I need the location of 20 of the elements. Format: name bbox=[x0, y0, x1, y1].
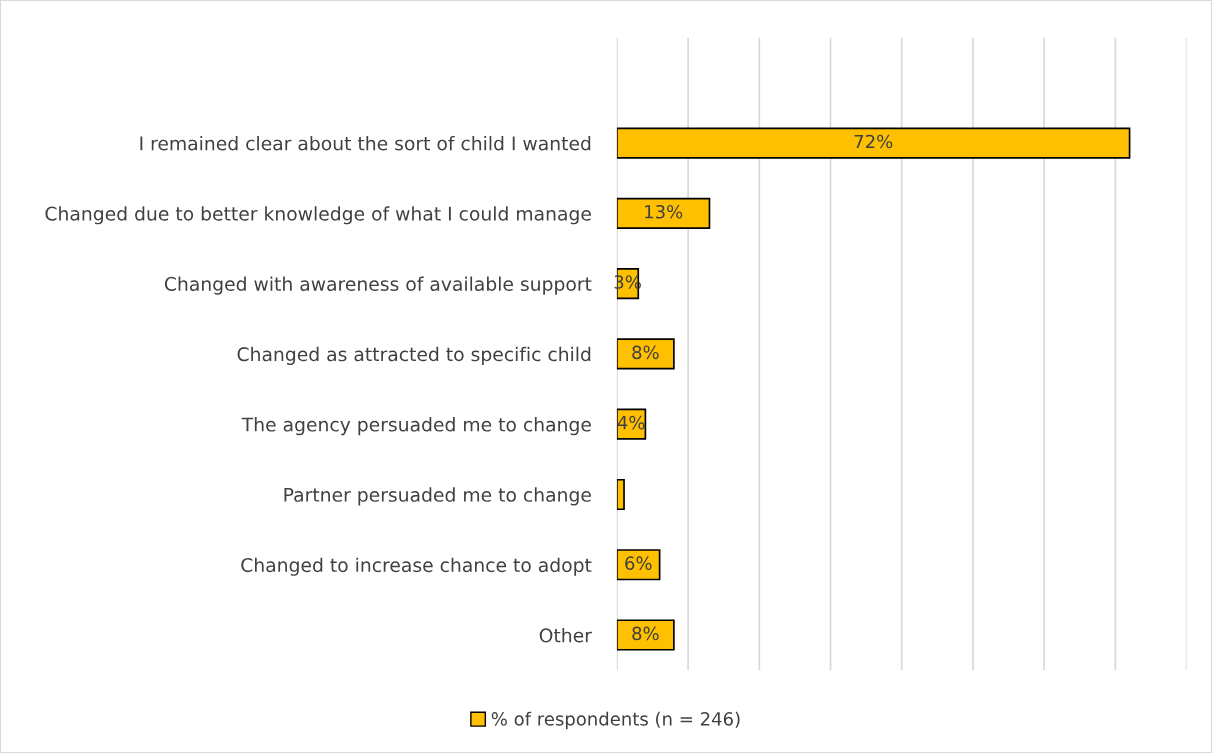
data-label: 8% bbox=[632, 626, 659, 641]
y-tick-label: Partner persuaded me to change bbox=[284, 487, 591, 506]
y-tick-label: Other bbox=[539, 627, 592, 643]
bar bbox=[616, 197, 711, 229]
data-label: 13% bbox=[645, 204, 683, 219]
data-label: 6% bbox=[625, 556, 652, 570]
bar bbox=[616, 338, 675, 370]
bar bbox=[616, 619, 675, 651]
y-tick-label: Changed with awareness of available support bbox=[164, 276, 592, 295]
bar bbox=[616, 478, 625, 511]
data-label: 8% bbox=[632, 345, 659, 360]
bar bbox=[616, 549, 661, 581]
y-tick-label: I remained clear about the sort of child I wanted bbox=[140, 135, 591, 151]
y-tick-label: Changed to increase chance to adopt bbox=[241, 557, 592, 576]
y-tick-label: The agency persuaded me to change bbox=[241, 417, 591, 436]
bar bbox=[616, 127, 1131, 159]
legend-label: % of respondents (n = 246) bbox=[491, 711, 740, 730]
y-tick-label: Changed due to better knowledge of what I could manage bbox=[45, 206, 591, 225]
y-tick-label: Changed as attracted to specific child bbox=[237, 346, 591, 365]
data-label: 72% bbox=[854, 134, 893, 149]
